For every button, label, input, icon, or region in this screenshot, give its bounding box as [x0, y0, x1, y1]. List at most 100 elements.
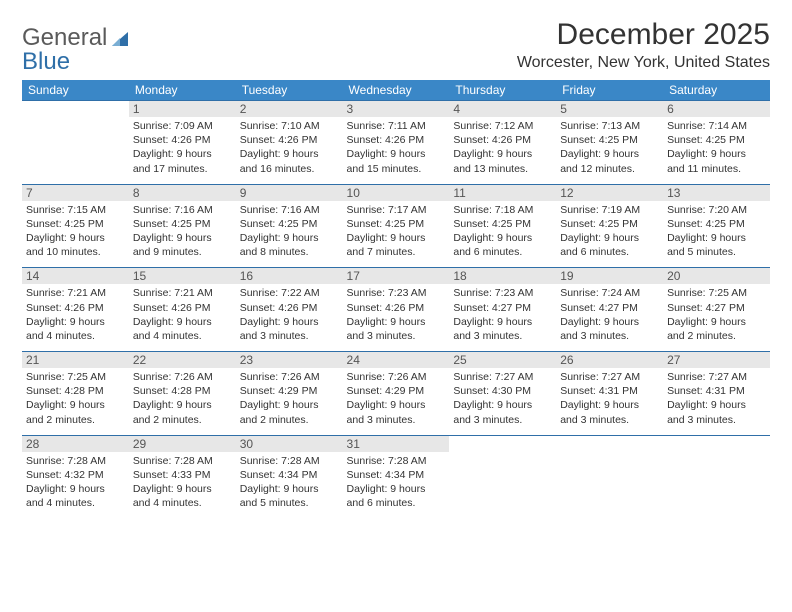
day-cell: 25Sunrise: 7:27 AMSunset: 4:30 PMDayligh… [449, 351, 556, 435]
daylight-line2: and 12 minutes. [560, 162, 659, 176]
calendar-cell: 15Sunrise: 7:21 AMSunset: 4:26 PMDayligh… [129, 267, 236, 351]
day-cell: 8Sunrise: 7:16 AMSunset: 4:25 PMDaylight… [129, 184, 236, 268]
sunset-line: Sunset: 4:26 PM [240, 133, 339, 147]
header: General December 2025 Worcester, New Yor… [22, 18, 770, 72]
day-cell: 26Sunrise: 7:27 AMSunset: 4:31 PMDayligh… [556, 351, 663, 435]
daylight-line1: Daylight: 9 hours [453, 147, 552, 161]
day-number: 27 [663, 352, 770, 368]
daylight-line1: Daylight: 9 hours [667, 231, 766, 245]
title-block: December 2025 Worcester, New York, Unite… [517, 18, 770, 72]
calendar-cell: 5Sunrise: 7:13 AMSunset: 4:25 PMDaylight… [556, 100, 663, 184]
sunset-line: Sunset: 4:27 PM [453, 301, 552, 315]
daylight-line1: Daylight: 9 hours [560, 398, 659, 412]
calendar-cell: 4Sunrise: 7:12 AMSunset: 4:26 PMDaylight… [449, 100, 556, 184]
dow-friday: Friday [556, 80, 663, 100]
calendar-week-row: 7Sunrise: 7:15 AMSunset: 4:25 PMDaylight… [22, 184, 770, 268]
sunset-line: Sunset: 4:25 PM [453, 217, 552, 231]
sunset-line: Sunset: 4:26 PM [26, 301, 125, 315]
dow-tuesday: Tuesday [236, 80, 343, 100]
calendar-cell: 27Sunrise: 7:27 AMSunset: 4:31 PMDayligh… [663, 351, 770, 435]
sunset-line: Sunset: 4:25 PM [667, 217, 766, 231]
daylight-line2: and 10 minutes. [26, 245, 125, 259]
day-number: 23 [236, 352, 343, 368]
calendar-cell: 24Sunrise: 7:26 AMSunset: 4:29 PMDayligh… [343, 351, 450, 435]
day-cell: 30Sunrise: 7:28 AMSunset: 4:34 PMDayligh… [236, 435, 343, 519]
sunrise-line: Sunrise: 7:16 AM [133, 203, 232, 217]
day-cell: 21Sunrise: 7:25 AMSunset: 4:28 PMDayligh… [22, 351, 129, 435]
daylight-line2: and 6 minutes. [560, 245, 659, 259]
sunset-line: Sunset: 4:27 PM [667, 301, 766, 315]
calendar-cell: 8Sunrise: 7:16 AMSunset: 4:25 PMDaylight… [129, 184, 236, 268]
sunset-line: Sunset: 4:31 PM [667, 384, 766, 398]
daylight-line2: and 3 minutes. [453, 413, 552, 427]
daylight-line2: and 15 minutes. [347, 162, 446, 176]
daylight-line1: Daylight: 9 hours [26, 231, 125, 245]
daylight-line1: Daylight: 9 hours [133, 398, 232, 412]
sunset-line: Sunset: 4:31 PM [560, 384, 659, 398]
day-number: 4 [449, 101, 556, 117]
sunset-line: Sunset: 4:28 PM [26, 384, 125, 398]
sunrise-line: Sunrise: 7:25 AM [26, 370, 125, 384]
day-number: 20 [663, 268, 770, 284]
sunset-line: Sunset: 4:26 PM [453, 133, 552, 147]
calendar-cell: 1Sunrise: 7:09 AMSunset: 4:26 PMDaylight… [129, 100, 236, 184]
logo-word2: Blue [22, 48, 70, 76]
day-cell: 12Sunrise: 7:19 AMSunset: 4:25 PMDayligh… [556, 184, 663, 268]
daylight-line2: and 3 minutes. [667, 413, 766, 427]
day-cell: 2Sunrise: 7:10 AMSunset: 4:26 PMDaylight… [236, 100, 343, 184]
day-number: 31 [343, 436, 450, 452]
calendar-cell: 13Sunrise: 7:20 AMSunset: 4:25 PMDayligh… [663, 184, 770, 268]
daylight-line2: and 16 minutes. [240, 162, 339, 176]
daylight-line2: and 13 minutes. [453, 162, 552, 176]
sunrise-line: Sunrise: 7:21 AM [26, 286, 125, 300]
calendar-cell: 11Sunrise: 7:18 AMSunset: 4:25 PMDayligh… [449, 184, 556, 268]
daylight-line2: and 7 minutes. [347, 245, 446, 259]
sunset-line: Sunset: 4:26 PM [347, 133, 446, 147]
calendar-cell: 14Sunrise: 7:21 AMSunset: 4:26 PMDayligh… [22, 267, 129, 351]
calendar-cell: 18Sunrise: 7:23 AMSunset: 4:27 PMDayligh… [449, 267, 556, 351]
calendar-cell: 17Sunrise: 7:23 AMSunset: 4:26 PMDayligh… [343, 267, 450, 351]
dow-wednesday: Wednesday [343, 80, 450, 100]
sunset-line: Sunset: 4:25 PM [347, 217, 446, 231]
daylight-line1: Daylight: 9 hours [240, 231, 339, 245]
sunrise-line: Sunrise: 7:21 AM [133, 286, 232, 300]
calendar-cell: 25Sunrise: 7:27 AMSunset: 4:30 PMDayligh… [449, 351, 556, 435]
daylight-line1: Daylight: 9 hours [240, 147, 339, 161]
daylight-line1: Daylight: 9 hours [347, 231, 446, 245]
page-title: December 2025 [517, 18, 770, 52]
daylight-line2: and 9 minutes. [133, 245, 232, 259]
daylight-line1: Daylight: 9 hours [347, 315, 446, 329]
sunrise-line: Sunrise: 7:26 AM [240, 370, 339, 384]
calendar-cell: 10Sunrise: 7:17 AMSunset: 4:25 PMDayligh… [343, 184, 450, 268]
day-cell: 23Sunrise: 7:26 AMSunset: 4:29 PMDayligh… [236, 351, 343, 435]
sunrise-line: Sunrise: 7:16 AM [240, 203, 339, 217]
sunset-line: Sunset: 4:25 PM [560, 217, 659, 231]
sunrise-line: Sunrise: 7:27 AM [667, 370, 766, 384]
calendar-week-row: 1Sunrise: 7:09 AMSunset: 4:26 PMDaylight… [22, 100, 770, 184]
daylight-line1: Daylight: 9 hours [560, 147, 659, 161]
daylight-line2: and 6 minutes. [347, 496, 446, 510]
day-cell: 4Sunrise: 7:12 AMSunset: 4:26 PMDaylight… [449, 100, 556, 184]
day-number: 26 [556, 352, 663, 368]
day-cell: 11Sunrise: 7:18 AMSunset: 4:25 PMDayligh… [449, 184, 556, 268]
calendar-week-row: 21Sunrise: 7:25 AMSunset: 4:28 PMDayligh… [22, 351, 770, 435]
dow-sunday: Sunday [22, 80, 129, 100]
calendar-cell [663, 435, 770, 519]
sunrise-line: Sunrise: 7:28 AM [347, 454, 446, 468]
daylight-line1: Daylight: 9 hours [667, 315, 766, 329]
sunset-line: Sunset: 4:33 PM [133, 468, 232, 482]
calendar-cell: 26Sunrise: 7:27 AMSunset: 4:31 PMDayligh… [556, 351, 663, 435]
daylight-line1: Daylight: 9 hours [133, 147, 232, 161]
day-cell: 27Sunrise: 7:27 AMSunset: 4:31 PMDayligh… [663, 351, 770, 435]
sunrise-line: Sunrise: 7:18 AM [453, 203, 552, 217]
daylight-line1: Daylight: 9 hours [240, 398, 339, 412]
calendar-cell: 23Sunrise: 7:26 AMSunset: 4:29 PMDayligh… [236, 351, 343, 435]
daylight-line2: and 3 minutes. [453, 329, 552, 343]
dow-monday: Monday [129, 80, 236, 100]
daylight-line2: and 3 minutes. [347, 413, 446, 427]
calendar-cell: 29Sunrise: 7:28 AMSunset: 4:33 PMDayligh… [129, 435, 236, 519]
dow-thursday: Thursday [449, 80, 556, 100]
daylight-line2: and 4 minutes. [133, 329, 232, 343]
calendar-cell [449, 435, 556, 519]
calendar-cell: 6Sunrise: 7:14 AMSunset: 4:25 PMDaylight… [663, 100, 770, 184]
